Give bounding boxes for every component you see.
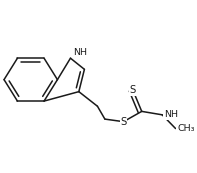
Text: NH: NH (73, 48, 87, 57)
Text: CH₃: CH₃ (177, 124, 195, 133)
Text: NH: NH (164, 110, 178, 119)
Text: S: S (120, 117, 127, 127)
Text: S: S (130, 85, 136, 95)
